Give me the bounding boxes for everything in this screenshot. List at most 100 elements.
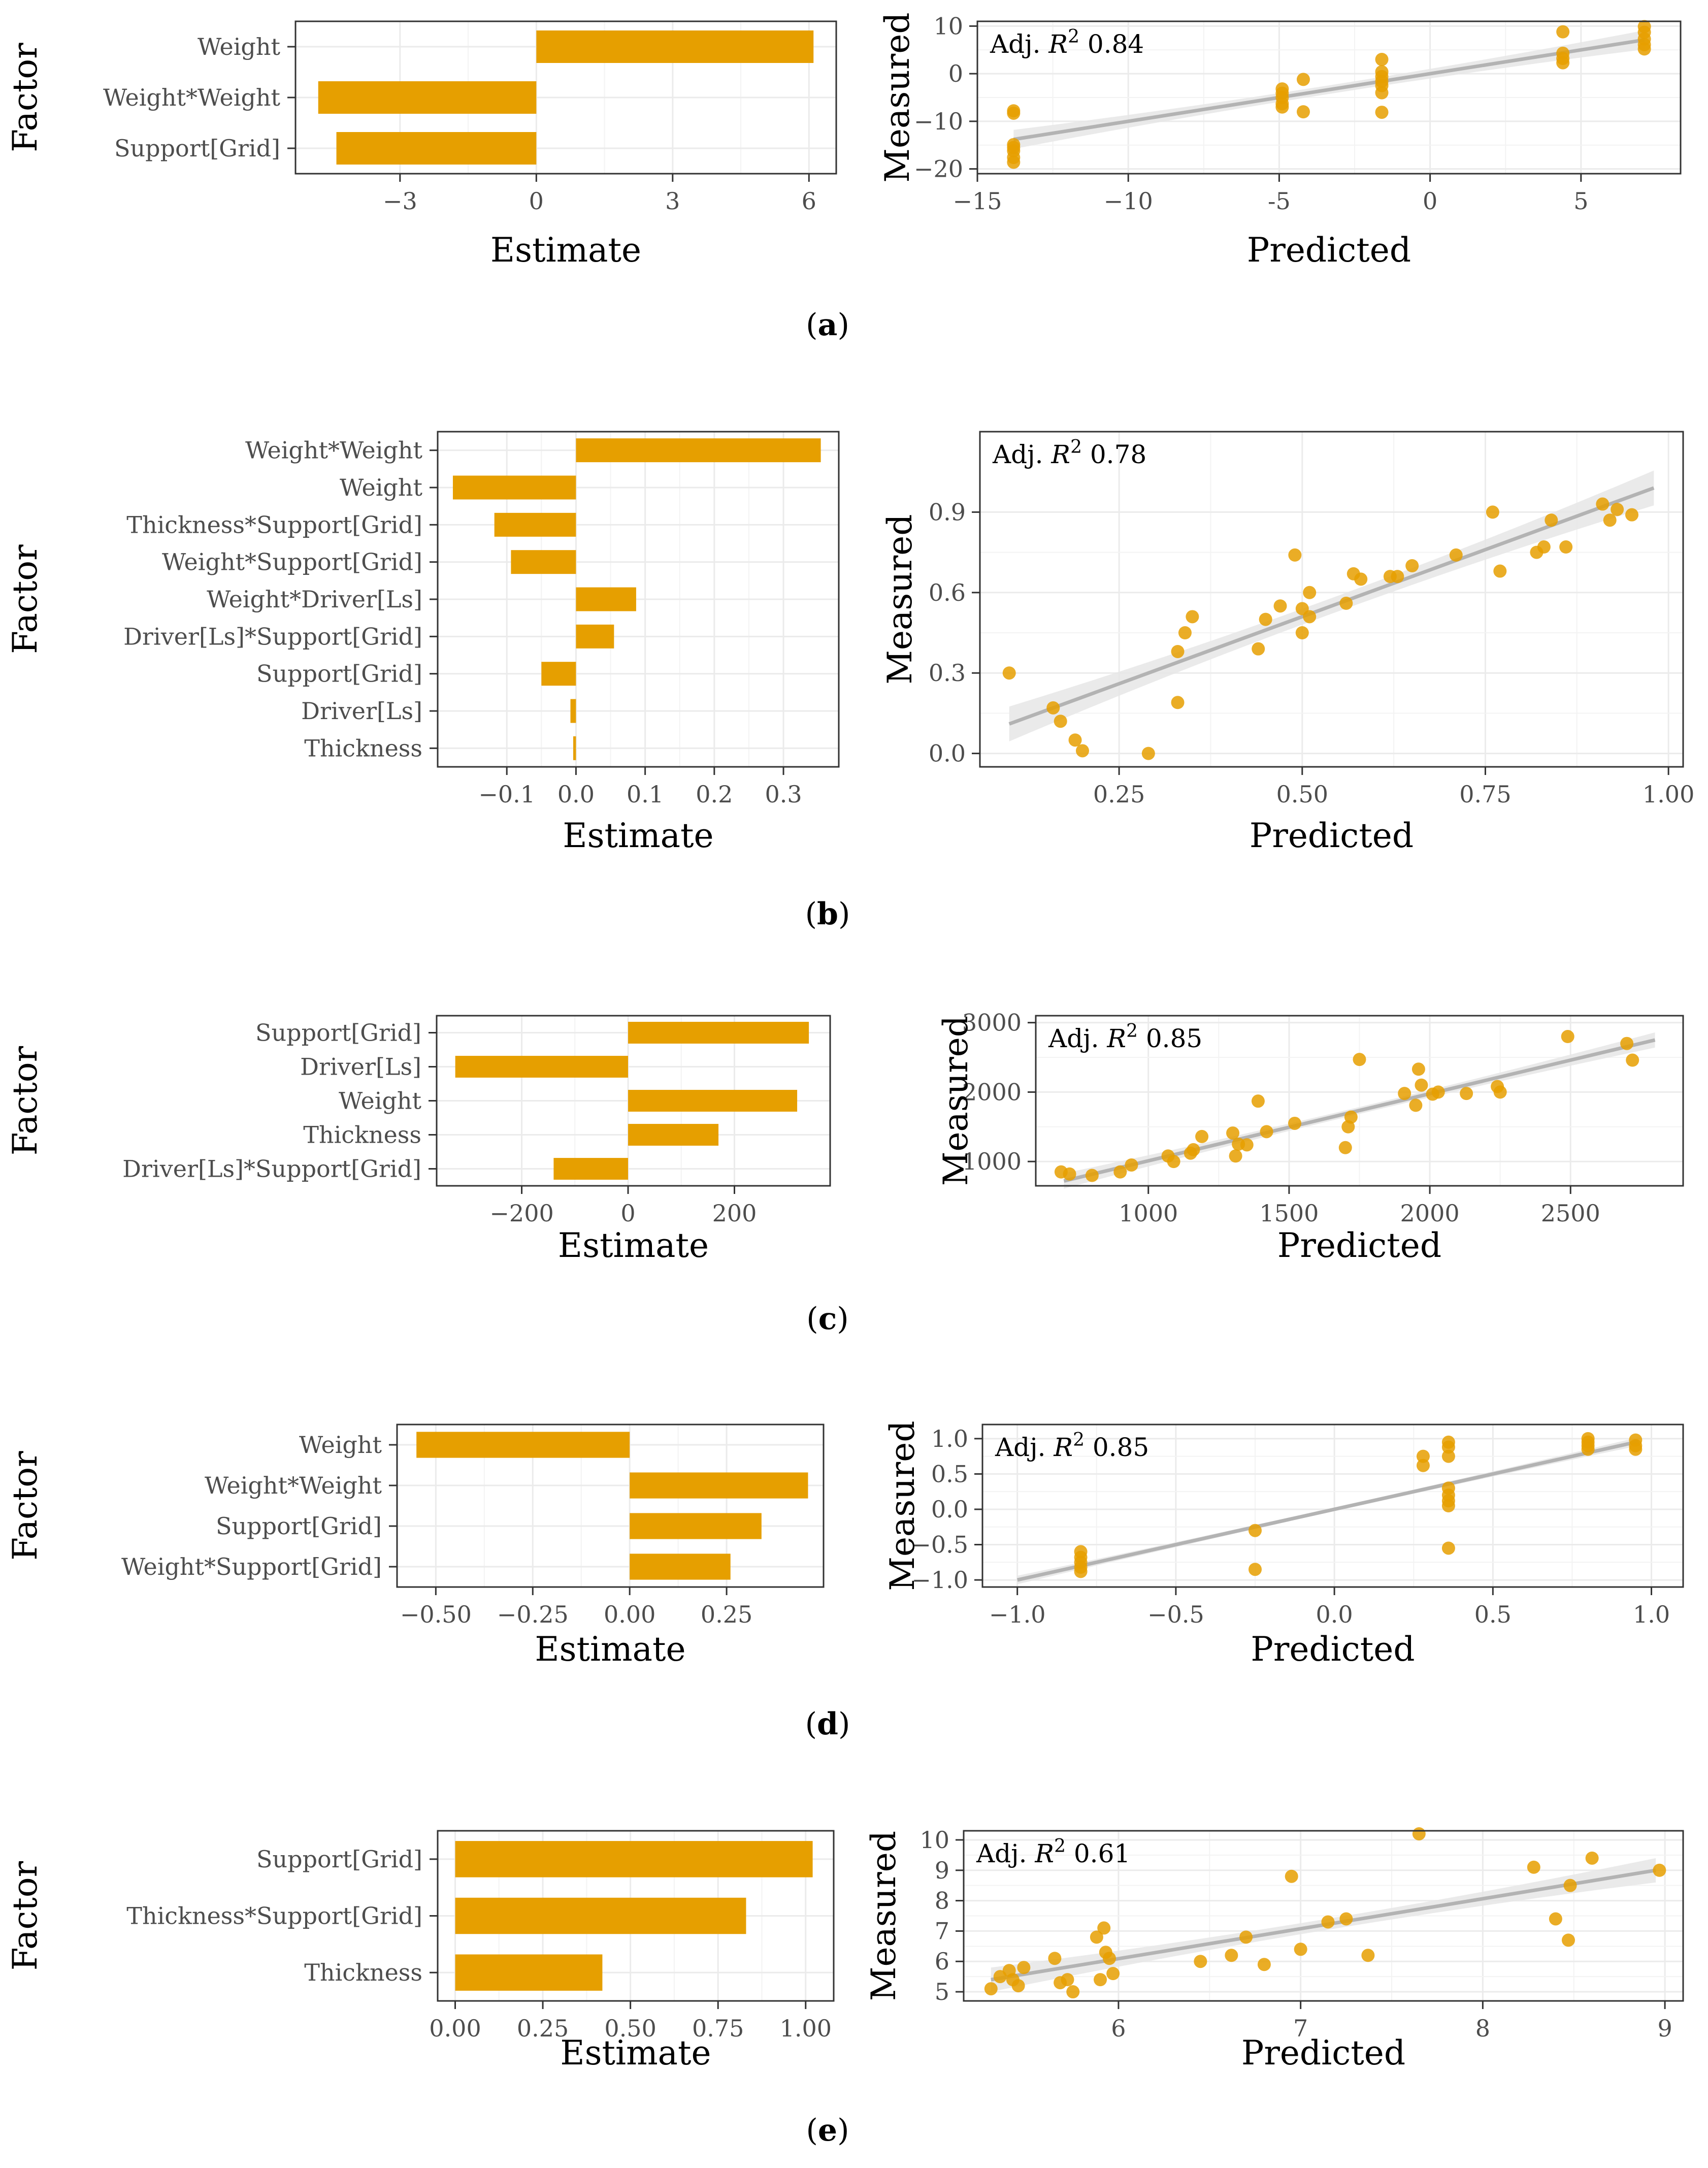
- x-tick-label: 0.25: [1093, 781, 1145, 808]
- y-axis-title: Measured: [864, 1831, 903, 2001]
- data-point: [1007, 155, 1021, 169]
- r2-value: 0.85: [1138, 1024, 1202, 1053]
- y-tick-label: 9: [935, 1857, 949, 1884]
- category-label: Weight: [339, 1087, 422, 1115]
- r2-prefix: Adj.: [1048, 1024, 1107, 1053]
- fit-line: [1008, 486, 1655, 726]
- data-point: [1066, 1985, 1080, 1999]
- data-point: [1405, 559, 1419, 572]
- x-tick-label: 0.50: [1276, 781, 1328, 808]
- data-point: [1559, 540, 1573, 554]
- data-point: [1412, 1827, 1426, 1840]
- x-tick-label: 7: [1293, 2015, 1308, 2042]
- y-tick-label: 1.0: [931, 1425, 968, 1452]
- r2-value: 0.84: [1079, 29, 1144, 59]
- bar-support-grid-: [336, 132, 537, 165]
- category-label: Thickness: [303, 1121, 421, 1149]
- data-point: [1585, 1851, 1599, 1865]
- data-point: [1603, 513, 1617, 527]
- r2-prefix: Adj.: [990, 29, 1048, 59]
- data-point: [1460, 1087, 1473, 1101]
- data-point: [1361, 1949, 1375, 1962]
- x-tick-label: −15: [952, 187, 1002, 215]
- r2-prefix: Adj.: [992, 440, 1051, 469]
- x-tick-label: 0: [529, 187, 544, 215]
- bar-weight-weight: [576, 438, 821, 463]
- bar-support-grid-: [630, 1513, 762, 1539]
- y-axis-title: Factor: [6, 1451, 45, 1561]
- category-label: Support[Grid]: [256, 1846, 422, 1873]
- bar-panel-border: [437, 1830, 835, 2002]
- subfigure-caption-e: (e): [806, 2113, 849, 2148]
- r2-value: 0.78: [1082, 440, 1146, 469]
- bar-weight-support-grid-: [511, 550, 576, 574]
- y-axis-title: Factor: [6, 544, 45, 654]
- y-tick-label: 2000: [962, 1078, 1022, 1106]
- x-axis-title: Predicted: [1247, 231, 1411, 270]
- data-point: [1338, 1141, 1352, 1154]
- data-point: [1303, 586, 1317, 599]
- data-point: [1339, 1912, 1353, 1926]
- bar-panel-d: Weight Weight*Weight Support[Grid] Weight*S…: [6, 1423, 825, 1669]
- fit-panel-border: [963, 1830, 1684, 2002]
- r2-superscript: 2: [1070, 437, 1082, 458]
- data-point: [1195, 1129, 1209, 1143]
- data-point: [1257, 1958, 1271, 1971]
- data-point: [1561, 1030, 1574, 1044]
- caption-close: ): [837, 307, 849, 343]
- caption-letter: d: [817, 1706, 838, 1742]
- data-point: [1441, 1449, 1455, 1463]
- x-tick-label: 1.00: [1643, 781, 1694, 808]
- caption-letter: e: [818, 2113, 837, 2148]
- x-tick-label: −0.50: [400, 1601, 472, 1628]
- y-tick-label: 0.0: [931, 1496, 968, 1523]
- data-point: [1620, 1037, 1634, 1050]
- data-point: [1054, 715, 1067, 728]
- y-tick-label: 10: [919, 1826, 949, 1854]
- x-tick-label: 2500: [1541, 1200, 1600, 1227]
- data-point: [1344, 1110, 1358, 1124]
- bar-support-grid-: [541, 662, 576, 686]
- x-tick-label: 200: [712, 1200, 757, 1227]
- data-point: [1226, 1126, 1240, 1140]
- x-tick-label: −200: [489, 1200, 553, 1227]
- data-point: [1549, 1912, 1562, 1926]
- y-tick-label: 0.5: [931, 1460, 968, 1487]
- x-tick-label: −10: [1104, 187, 1153, 215]
- caption-open: (: [806, 307, 817, 343]
- y-tick-label: 5: [935, 1978, 949, 2005]
- category-label: Thickness*Support[Grid]: [126, 1902, 422, 1930]
- bar-thickness: [573, 736, 576, 760]
- data-point: [1441, 1499, 1455, 1512]
- bar-weight: [536, 30, 814, 63]
- r2-prefix: Adj.: [976, 1839, 1035, 1868]
- data-point: [1061, 1973, 1074, 1987]
- subfigure-caption-a: (a): [806, 307, 849, 343]
- caption-close: ): [837, 2113, 849, 2148]
- x-axis-title: Predicted: [1250, 816, 1414, 855]
- x-tick-label: 1.0: [1633, 1601, 1670, 1628]
- bar-driver-ls-: [455, 1056, 629, 1078]
- data-point: [1295, 626, 1309, 639]
- bar-panel-border: [396, 1423, 825, 1588]
- fit-panel-c: 1000 1500 2000 2500 1000 2000 3000 Adj. R2 0.85…: [936, 1009, 1684, 1265]
- x-axis-title: Estimate: [558, 1226, 709, 1265]
- r2-annotation: Adj. R2 0.85: [1048, 1021, 1202, 1053]
- bar-panel-border: [437, 431, 840, 768]
- x-tick-label: 0.25: [701, 1601, 752, 1628]
- data-point: [1225, 1949, 1238, 1962]
- r2-value: 0.61: [1066, 1839, 1130, 1868]
- x-axis-title: Estimate: [535, 1630, 685, 1669]
- category-label: Weight*Weight: [245, 437, 423, 464]
- bar-thickness-support-grid-: [494, 512, 576, 537]
- data-point: [1229, 1149, 1242, 1163]
- r2-symbol: R: [1106, 1024, 1126, 1053]
- data-point: [1545, 513, 1558, 527]
- x-axis-title: Estimate: [560, 2033, 711, 2073]
- data-point: [1260, 1125, 1273, 1139]
- data-point: [1537, 540, 1551, 554]
- data-point: [1273, 599, 1287, 613]
- data-point: [1167, 1155, 1180, 1169]
- data-point: [1275, 100, 1289, 114]
- caption-close: ): [838, 896, 850, 932]
